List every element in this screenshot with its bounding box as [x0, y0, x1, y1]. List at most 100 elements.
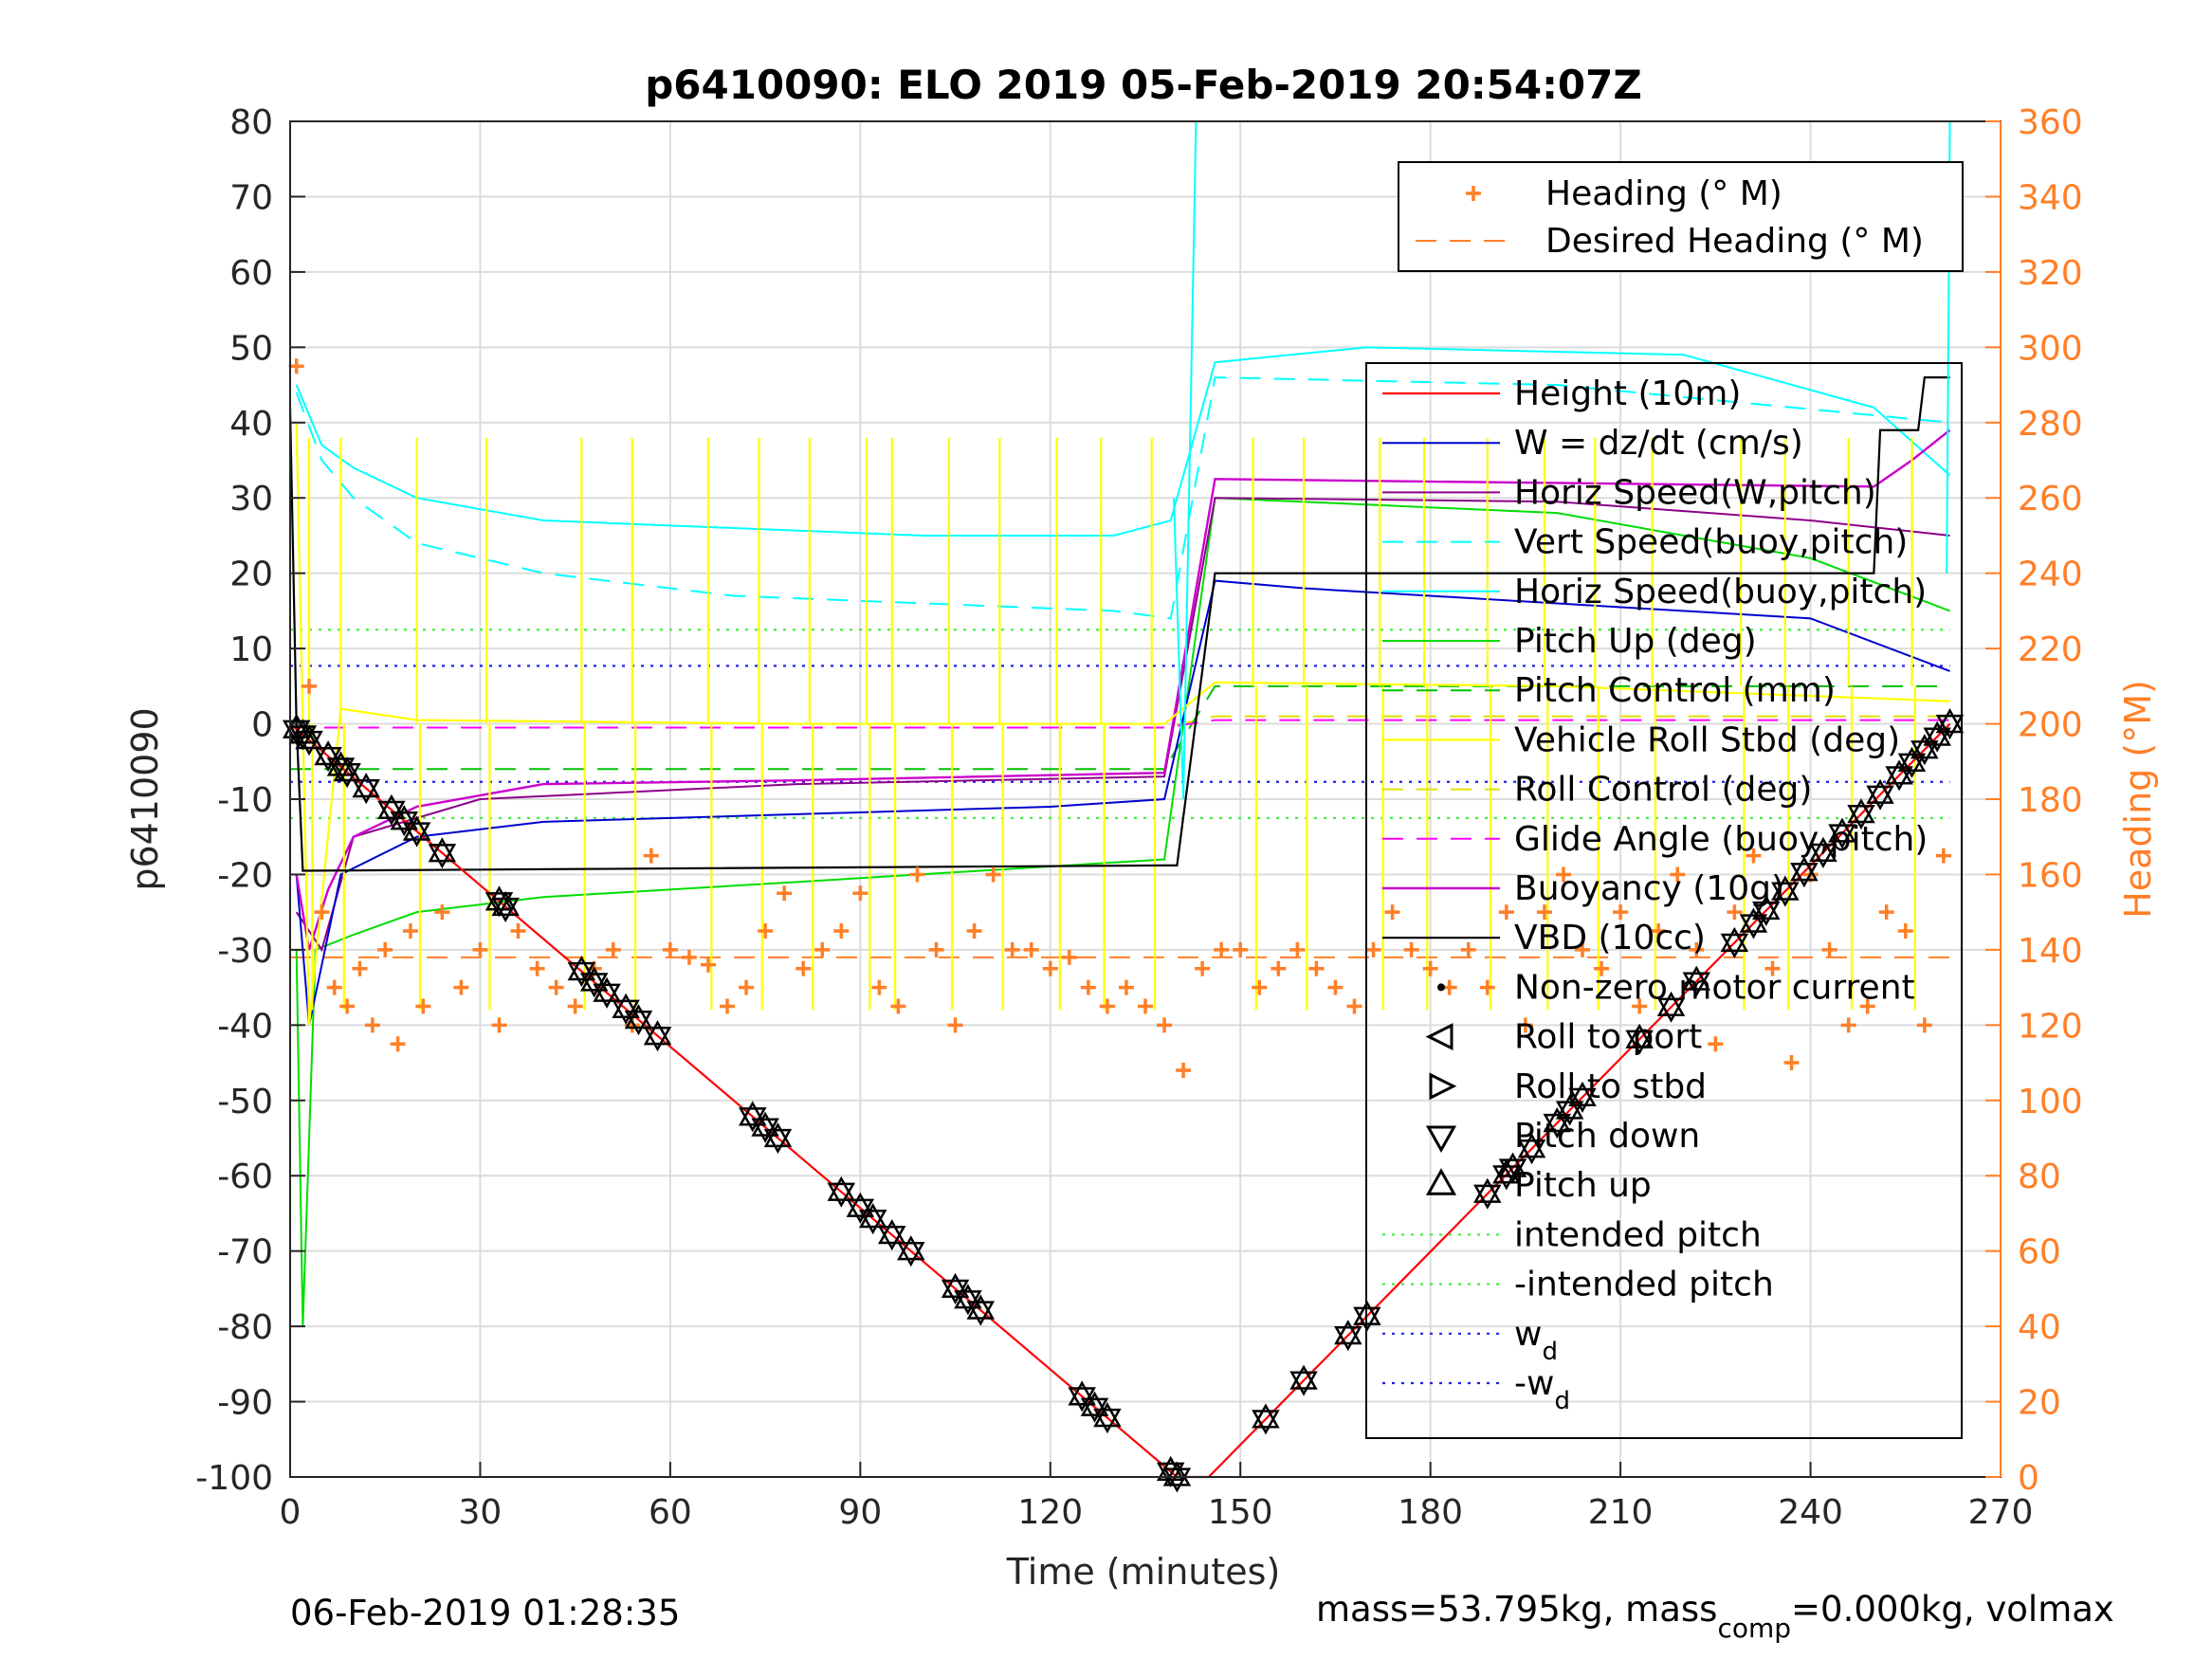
pitch-up-marker: [966, 1294, 996, 1320]
heading-point: [339, 998, 356, 1014]
legend-heading-label: Heading (° M): [1545, 174, 1782, 213]
heading-point: [453, 979, 469, 995]
x-tick-label: 240: [1778, 1493, 1843, 1532]
pitch-up-marker: [1923, 720, 1951, 746]
pitch-up-marker: [1866, 778, 1894, 804]
pitch-up-marker: [333, 757, 361, 782]
pitch-down-marker: [1885, 766, 1913, 792]
heading-point: [681, 949, 697, 965]
motor-markers: [282, 708, 1965, 1493]
heading-point: [1878, 904, 1894, 921]
pitch-down-marker: [1473, 1184, 1502, 1210]
pitch-down-marker: [1790, 863, 1819, 888]
heading-point: [1821, 941, 1837, 957]
pitch-down-marker: [878, 1225, 906, 1251]
series-vehicle-roll-stbd-deg: [295, 422, 1950, 1026]
pitch-down-marker: [352, 779, 380, 805]
pitch-down-marker: [1682, 972, 1711, 997]
heading-point: [1536, 904, 1552, 921]
series-glide-angle-buoy-pitch: [290, 719, 1950, 729]
x-axis-label: Time (minutes): [1006, 1551, 1281, 1593]
pitch-up-marker: [579, 966, 609, 992]
footer-mass-subscript: comp: [1717, 1613, 1791, 1644]
heading-point: [567, 998, 583, 1014]
pitch-down-marker: [1771, 882, 1800, 907]
heading-point: [491, 1017, 507, 1033]
legend-label: intended pitch: [1514, 1215, 1762, 1254]
pitch-down-marker: [1156, 1462, 1185, 1487]
heading-point: [758, 923, 774, 939]
heading-point: [985, 866, 1001, 883]
pitch-up-marker: [1162, 1461, 1192, 1486]
pitch-down-marker: [827, 1182, 856, 1208]
pitch-down-marker: [897, 1242, 925, 1267]
heading-point: [1555, 866, 1571, 883]
pitch-up-marker: [1555, 1094, 1584, 1120]
pitch-up-marker: [567, 956, 596, 981]
heading-point: [402, 923, 418, 939]
y-tick-label: 10: [229, 630, 273, 669]
y2-tick-label: 260: [2018, 480, 2083, 519]
y-tick-label: 0: [251, 706, 273, 745]
series-buoyancy-10g: [295, 428, 1951, 951]
x-tick-label: 60: [649, 1493, 692, 1532]
heading-point: [510, 923, 526, 939]
heading-point: [1916, 1017, 1932, 1033]
y-tick-label: 60: [229, 254, 273, 293]
legend-heading-box: [1398, 161, 1964, 272]
heading-point: [1042, 960, 1058, 976]
pitch-down-marker: [491, 897, 520, 923]
x-tick-label: 120: [1017, 1493, 1083, 1532]
pitch-up-marker: [390, 805, 419, 830]
heading-point: [1384, 904, 1400, 921]
heading-point: [288, 358, 304, 374]
heading-point: [1138, 998, 1153, 1014]
pitch-down-marker: [1752, 901, 1781, 927]
pitch-down-marker: [624, 1011, 653, 1036]
heading-point: [1271, 960, 1287, 976]
heading-point: [548, 979, 564, 995]
pitch-down-marker: [1847, 804, 1875, 830]
y2-tick-label: 240: [2018, 556, 2083, 594]
heading-point: [1023, 941, 1039, 957]
legend-label: Vehicle Roll Stbd (deg): [1514, 720, 1900, 759]
heading-point: [302, 678, 318, 694]
pitch-up-marker: [1910, 734, 1939, 759]
heading-point: [1176, 1063, 1192, 1078]
pitch-up-marker: [428, 837, 457, 863]
y-tick-label: -100: [195, 1459, 273, 1498]
heading-point: [852, 885, 868, 902]
y2-tick-label: 0: [2018, 1459, 2039, 1498]
pitch-up-marker: [624, 1004, 653, 1030]
heading-point: [966, 923, 982, 939]
heading-point: [1632, 998, 1648, 1014]
y-tick-label: -50: [217, 1083, 273, 1121]
pitch-up-marker: [858, 1203, 887, 1229]
heading-point: [1935, 848, 1951, 864]
legend-symbol: [1429, 1072, 1457, 1101]
heading-point: [352, 960, 368, 976]
pitch-up-marker: [314, 740, 342, 766]
legend-symbol: [1425, 1168, 1457, 1195]
pitch-up-marker: [1625, 1023, 1654, 1048]
y-tick-label: 50: [229, 329, 273, 368]
pitch-up-marker: [1828, 817, 1856, 843]
y2-tick-label: 300: [2018, 329, 2083, 368]
heading-point: [1289, 941, 1306, 957]
legend-label: Horiz Speed(W,pitch): [1514, 473, 1876, 512]
pitch-down-marker: [484, 892, 514, 918]
y-tick-label: 40: [229, 405, 273, 444]
heading-point: [1233, 941, 1249, 957]
pitch-up-marker: [827, 1176, 856, 1201]
series-vert-speed-buoy-pitch: [295, 376, 1950, 620]
heading-point: [814, 941, 831, 957]
heading-point: [1157, 1017, 1173, 1033]
pitch-up-marker: [1068, 1380, 1096, 1406]
pitch-up-marker: [1498, 1152, 1527, 1177]
heading-point: [1594, 960, 1610, 976]
pitch-down-marker: [1498, 1158, 1527, 1184]
pitch-up-marker: [352, 773, 380, 798]
legend-label: Vert Speed(buoy,pitch): [1514, 523, 1908, 562]
heading-point: [795, 960, 812, 976]
